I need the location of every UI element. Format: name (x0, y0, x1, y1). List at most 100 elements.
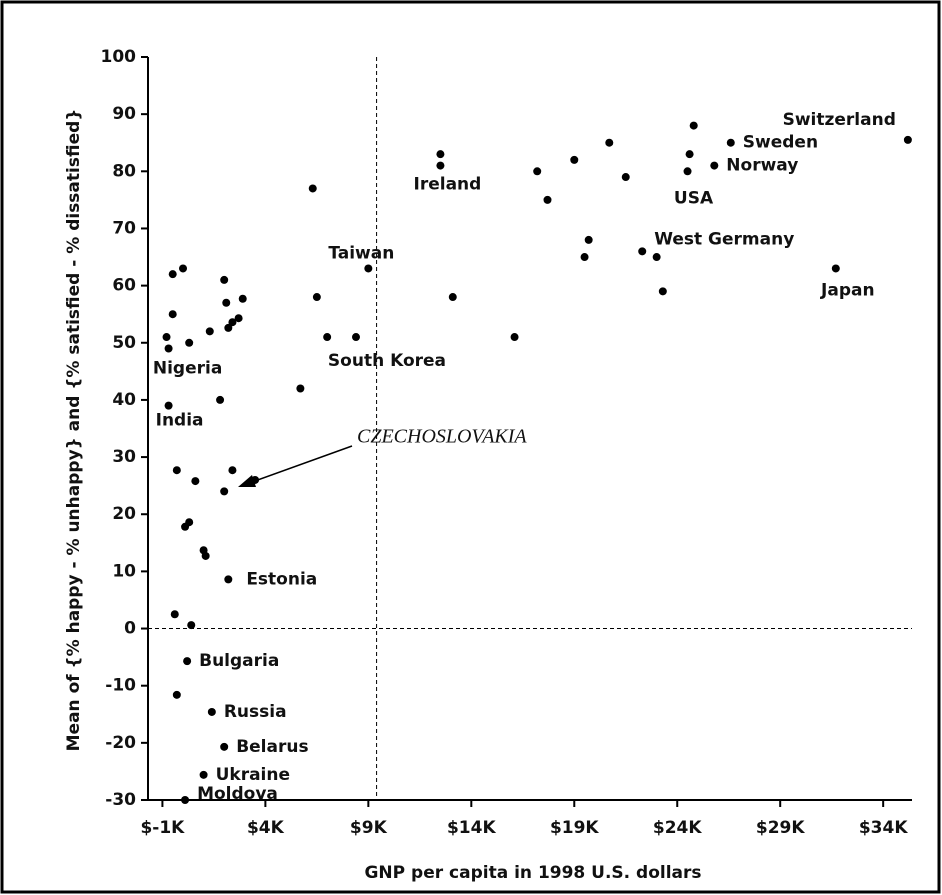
point (162, 333, 171, 342)
y-tick-label: 100 (101, 47, 137, 67)
x-tick-label: $9K (350, 818, 388, 838)
point (191, 477, 200, 486)
point (201, 551, 210, 560)
point (185, 518, 194, 527)
point (183, 657, 192, 666)
point-label: Sweden (743, 133, 818, 153)
point (710, 161, 719, 170)
point (179, 264, 188, 273)
point (658, 287, 667, 296)
point-label: Russia (224, 702, 287, 722)
point (164, 344, 173, 353)
x-axis-title: GNP per capita in 1998 U.S. dollars (364, 863, 701, 883)
point (903, 135, 912, 144)
point (436, 161, 445, 170)
point-label: Estonia (246, 569, 317, 589)
y-tick-label: 60 (112, 276, 136, 296)
point (228, 318, 237, 327)
y-axis-title: Mean of {% happy - % unhappy} and {% sat… (64, 109, 84, 752)
point (205, 327, 214, 336)
y-tick-label: 50 (112, 333, 136, 353)
arrow-head (238, 475, 256, 487)
point (224, 323, 233, 332)
point (621, 173, 630, 182)
point (187, 621, 196, 630)
point (543, 195, 552, 204)
point (199, 770, 208, 779)
point (170, 610, 179, 619)
point (224, 575, 233, 584)
point (234, 314, 243, 323)
point-label: India (156, 411, 204, 431)
point (580, 253, 589, 262)
x-tick-label: $14K (447, 818, 496, 838)
annotation-arrow (251, 445, 353, 483)
y-tick-label: -20 (105, 733, 136, 753)
point (168, 270, 177, 279)
x-tick-label: $24K (653, 818, 702, 838)
y-tick-label: -10 (105, 676, 136, 696)
point-label: Belarus (236, 737, 308, 757)
point (185, 338, 194, 347)
annotation: CZECHOSLOVAKIA (357, 426, 527, 448)
point-label: Ireland (414, 175, 482, 195)
point (251, 475, 260, 484)
point (726, 138, 735, 147)
point (689, 121, 698, 130)
point (220, 275, 229, 284)
point (228, 466, 237, 475)
y-tick-label: 40 (112, 390, 136, 410)
point (238, 294, 247, 303)
point-label: Ukraine (216, 765, 290, 785)
point (181, 796, 190, 804)
y-tick-label: 80 (112, 161, 136, 181)
point (216, 395, 225, 404)
point (296, 384, 305, 393)
point (831, 264, 840, 273)
x-tick-label: $4K (247, 818, 285, 838)
y-tick-label: 70 (112, 218, 136, 238)
x-tick-label: $19K (550, 818, 599, 838)
y-tick-label: 20 (112, 504, 136, 524)
point (207, 707, 216, 716)
y-tick-label: 30 (112, 447, 136, 467)
point (220, 742, 229, 751)
point (652, 253, 661, 262)
point (312, 293, 321, 302)
point-label: USA (674, 188, 714, 208)
point (172, 466, 181, 475)
point (638, 247, 647, 256)
point (308, 184, 317, 193)
point (533, 167, 542, 176)
point (172, 690, 181, 699)
point-label: Japan (820, 280, 875, 300)
point (584, 235, 593, 244)
x-tick-label: $29K (756, 818, 805, 838)
point-label: Bulgaria (199, 651, 279, 671)
point-label: West Germany (654, 229, 794, 249)
x-tick-label: $34K (859, 818, 908, 838)
point-label: South Korea (328, 351, 446, 371)
point (683, 167, 692, 176)
point-label: Moldova (197, 784, 278, 804)
point-label: Norway (726, 156, 798, 176)
y-tick-label: -30 (105, 790, 136, 810)
point-label: Nigeria (153, 358, 222, 378)
point (364, 264, 373, 273)
y-tick-label: 90 (112, 104, 136, 124)
y-tick-label: 10 (112, 561, 136, 581)
point (448, 293, 457, 302)
point (220, 487, 229, 496)
point (323, 333, 332, 342)
point (222, 298, 231, 307)
point (436, 150, 445, 159)
point (570, 155, 579, 164)
point (168, 310, 177, 319)
x-tick-label: $-1K (140, 818, 185, 838)
point-label: Taiwan (328, 243, 394, 263)
point (685, 150, 694, 159)
point-label: Switzerland (783, 110, 896, 130)
